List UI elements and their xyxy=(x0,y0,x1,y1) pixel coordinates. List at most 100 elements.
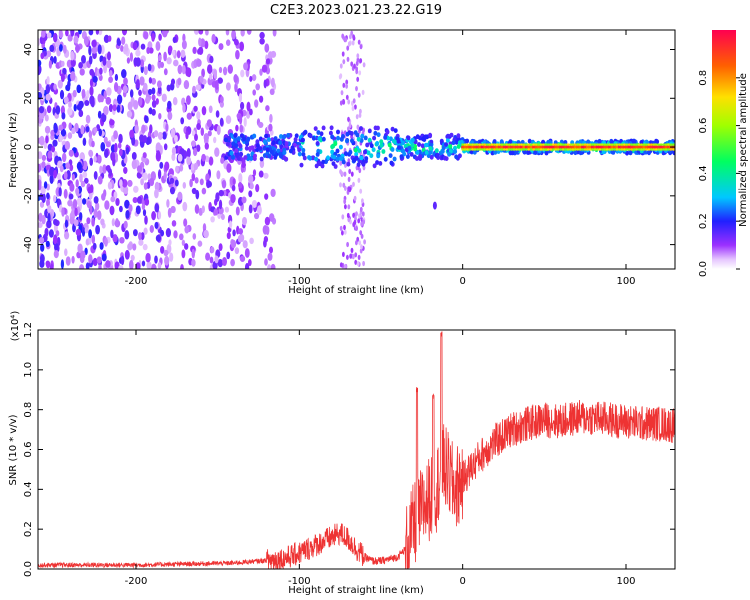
spectrogram-cell xyxy=(85,262,90,269)
spectrogram-cell xyxy=(88,45,92,56)
spectrogram-cell xyxy=(120,45,124,52)
colorbar: 0.0 0.2 0.4 0.6 0.8 Normalized spectral ampl… xyxy=(698,30,749,277)
spectrogram-cell xyxy=(282,150,287,156)
spectrogram-cell xyxy=(360,244,363,250)
spectrogram-cell xyxy=(642,143,646,146)
spectrogram-cell xyxy=(359,206,363,212)
spectrogram-cell xyxy=(55,105,61,115)
spectrogram-cell xyxy=(231,184,236,192)
spectrogram-cell xyxy=(358,167,362,174)
spectrogram-cell xyxy=(556,145,560,149)
spectrogram-cell xyxy=(603,145,607,149)
spectrogram-cell xyxy=(220,157,225,164)
spectrogram-cell xyxy=(647,148,651,151)
spectrogram-cell xyxy=(242,240,248,249)
spectrogram-cell xyxy=(238,173,243,183)
spectrogram-cell xyxy=(135,205,141,215)
spectrogram-cell xyxy=(84,99,90,107)
spectrogram-cell xyxy=(468,145,472,149)
spectrogram-cell xyxy=(195,84,201,91)
snr-y-multiplier: (x10⁴) xyxy=(10,311,21,342)
spectrogram-cell xyxy=(63,188,68,199)
spectrogram-cell xyxy=(662,143,665,146)
spectrogram-cell xyxy=(639,145,644,149)
spectrogram-cell xyxy=(170,205,176,214)
spectrogram-cell xyxy=(93,155,97,163)
spectrogram-cell xyxy=(544,148,548,151)
spectrogram-cell xyxy=(561,145,565,149)
spectrogram-cell xyxy=(498,143,501,146)
spectrogram-cell xyxy=(652,145,656,149)
spectrogram-cell xyxy=(359,44,363,50)
spectrogram-cell xyxy=(115,197,120,207)
spectrogram-cell xyxy=(551,143,555,146)
spectrogram-cell xyxy=(566,145,570,149)
spectrogram-cell xyxy=(539,148,543,151)
spectrogram-cell xyxy=(213,69,218,80)
spectrogram-cell xyxy=(119,179,123,187)
spectrogram-cell xyxy=(258,170,264,178)
spectrogram-cell xyxy=(544,143,548,146)
spectrogram-cell xyxy=(211,33,216,44)
spectrogram-cell xyxy=(347,186,350,192)
spectrogram-cell xyxy=(154,221,159,229)
spectrogram-cell xyxy=(639,140,644,145)
spectrogram-cell xyxy=(38,59,42,67)
spectrogram-cell xyxy=(191,173,196,182)
spectrogram-cell xyxy=(510,148,514,151)
spectrogram-cell xyxy=(201,68,205,78)
spectrogram-cell xyxy=(67,199,73,207)
spectrogram-cell xyxy=(647,145,651,149)
spectrogram-cell xyxy=(259,159,265,169)
spectrogram-cell xyxy=(620,145,624,149)
spectrogram-cell xyxy=(127,101,133,111)
spectrogram-cell xyxy=(244,262,250,269)
spectrogram-cell xyxy=(353,63,356,69)
spectrogram-cell xyxy=(89,86,94,96)
spectrogram-cell xyxy=(230,258,235,267)
spectrogram-cell xyxy=(362,260,365,267)
spectrogram-cell xyxy=(68,193,74,200)
spectrogram-cell xyxy=(67,132,73,139)
spectrogram-cell xyxy=(155,150,161,160)
spectrogram-cell xyxy=(456,144,461,149)
spectrogram-cell xyxy=(603,143,607,146)
spectrogram-cell xyxy=(359,155,364,161)
spectrogram-cell xyxy=(233,133,238,138)
spectrogram-cell xyxy=(571,145,575,149)
spectrogram-cell xyxy=(596,148,599,151)
spectrogram-cell xyxy=(588,148,592,151)
spectrogram-cell xyxy=(326,155,330,161)
spectrogram-cell xyxy=(343,198,347,205)
spectrogram-cell xyxy=(204,40,209,50)
spectrogram-cell xyxy=(107,51,111,61)
spectrogram-cell xyxy=(144,198,150,206)
spectrogram-cell xyxy=(186,156,192,166)
spectrogram-cell xyxy=(89,184,94,193)
spectrogram-cell xyxy=(252,169,257,177)
spectrogram-cell xyxy=(172,36,177,44)
spectrogram-cell xyxy=(59,134,63,143)
spectrogram-cell xyxy=(345,83,348,89)
spectrogram-cell xyxy=(98,264,102,269)
spectrogram-cell xyxy=(157,262,162,269)
spectrogram-cell xyxy=(478,143,482,146)
spectrogram-cell xyxy=(350,247,354,253)
spectrogram-cell xyxy=(399,154,404,160)
spectrogram-cell xyxy=(83,36,89,46)
spectrogram-cell xyxy=(44,227,49,237)
spectrogram-cell xyxy=(189,178,193,188)
spectrogram-cell xyxy=(527,138,532,144)
spectrogram-cell xyxy=(361,211,365,217)
colorbar-tick-label: 0.0 xyxy=(698,261,709,277)
spectrogram-cell xyxy=(385,129,390,135)
spectrogram-cell xyxy=(113,191,118,199)
spectrogram-cell xyxy=(217,258,224,268)
spectrogram-cell xyxy=(505,145,509,149)
spectrogram-cell xyxy=(618,143,621,146)
spectrogram-cell xyxy=(65,30,69,37)
spectrogram-cell xyxy=(181,40,187,50)
spectrogram-cell xyxy=(361,161,366,167)
spectrogram-cell xyxy=(595,145,600,149)
spectrogram-cell xyxy=(339,225,343,231)
